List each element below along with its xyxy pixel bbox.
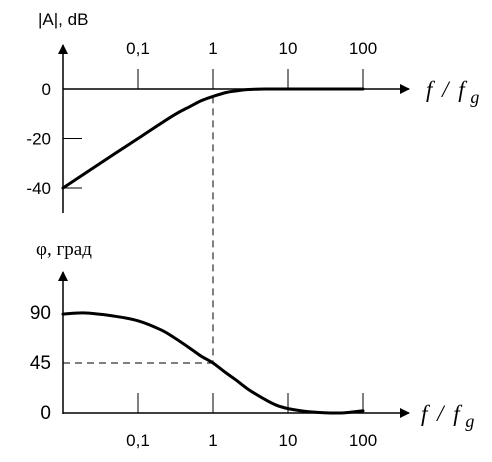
x-title-slash: / — [435, 401, 446, 426]
x-title-slash: / — [440, 77, 451, 102]
magnitude-x-axis-title: f / f g — [426, 77, 479, 107]
x-tick-label: 1 — [208, 39, 217, 58]
magnitude-x-ticks: 0,1 1 10 100 — [126, 39, 377, 89]
y-tick-label: 0 — [42, 80, 51, 99]
y-tick-label: -20 — [26, 130, 51, 149]
phase-x-axis-title: f / f g — [421, 401, 474, 431]
phase-curve — [61, 311, 365, 415]
y-tick-label: 45 — [30, 353, 51, 374]
x-tick-label: 0,1 — [126, 431, 150, 450]
x-tick-label: 10 — [279, 39, 298, 58]
phase-x-ticks: 0,1 1 10 100 — [126, 393, 377, 450]
x-title-f-sub-base: f — [453, 401, 463, 426]
y-tick-label: 90 — [30, 303, 51, 324]
x-tick-label: 1 — [208, 431, 217, 450]
x-title-sub-index: g — [465, 411, 474, 431]
y-tick-label: -40 — [26, 179, 51, 198]
x-tick-label: 100 — [349, 431, 377, 450]
magnitude-curve — [61, 87, 365, 190]
magnitude-chart: |A|, dB f / f g 0,1 1 10 100 0 -20 -40 — [26, 10, 479, 362]
x-title-f-sub-base: f — [458, 77, 468, 102]
x-title-sub-index: g — [470, 87, 479, 107]
phase-y-ticks: 90 45 0 — [30, 303, 51, 424]
x-tick-label: 100 — [349, 39, 377, 58]
x-tick-label: 10 — [279, 431, 298, 450]
x-tick-label: 0,1 — [126, 39, 150, 58]
y-tick-label: 0 — [40, 403, 51, 424]
svg-text:f / f: f / f g — [426, 77, 479, 107]
phase-y-axis-label: φ, град — [36, 239, 92, 260]
magnitude-y-axis-label: |A|, dB — [38, 10, 88, 29]
x-title-f: f — [421, 401, 431, 426]
magnitude-y-ticks: 0 -20 -40 — [26, 80, 82, 198]
svg-text:f / f: f / f g — [421, 401, 474, 431]
x-title-f: f — [426, 77, 436, 102]
